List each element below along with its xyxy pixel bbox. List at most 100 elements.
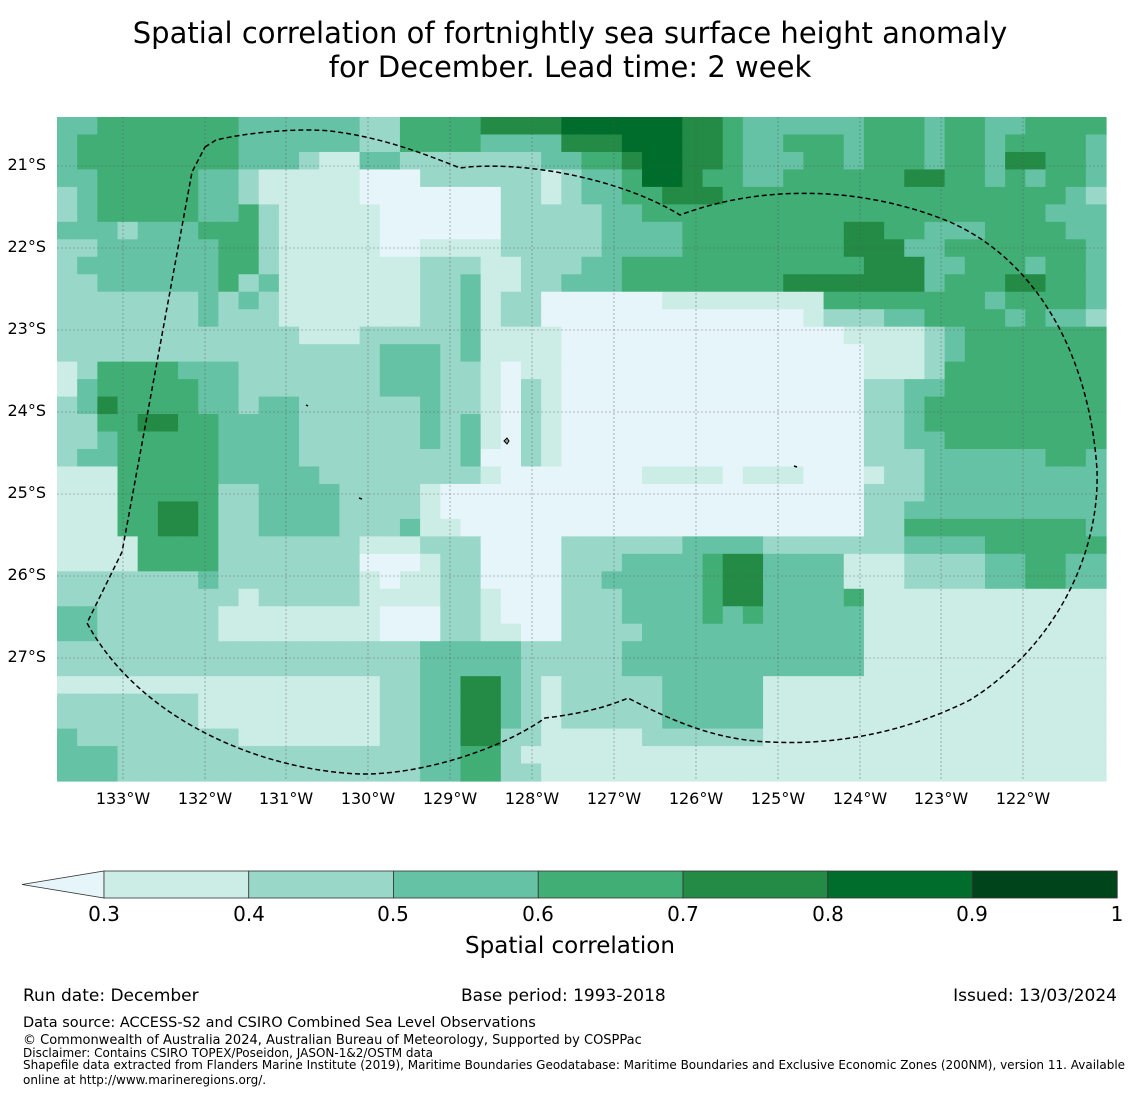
grid-cell: [884, 763, 905, 782]
grid-cell: [117, 588, 139, 607]
grid-cell: [77, 344, 98, 363]
grid-cell: [97, 676, 119, 695]
grid-cell: [763, 204, 784, 223]
grid-cell: [520, 431, 542, 450]
grid-cell: [763, 396, 784, 415]
grid-cell: [399, 239, 421, 258]
grid-cell: [339, 518, 361, 537]
grid-cell: [460, 746, 482, 765]
grid-cell: [1045, 693, 1067, 712]
grid-cell: [440, 466, 462, 485]
grid-cell: [1025, 151, 1047, 171]
grid-cell: [662, 711, 683, 730]
grid-cell: [763, 658, 784, 677]
grid-cell: [601, 361, 623, 380]
grid-cell: [924, 746, 946, 765]
grid-cell: [379, 641, 401, 660]
grid-cell: [460, 536, 482, 555]
grid-cell: [944, 256, 966, 275]
grid-cell: [742, 623, 764, 642]
grid-cell: [460, 309, 482, 328]
grid-cell: [702, 431, 724, 450]
grid-cell: [480, 763, 502, 782]
grid-cell: [1065, 344, 1087, 363]
grid-cell: [137, 291, 159, 310]
lat-label: 22°S: [7, 237, 46, 256]
lon-label: 129°W: [422, 789, 478, 808]
grid-cell: [763, 466, 784, 485]
grid-cell: [964, 361, 986, 380]
grid-cell: [742, 344, 764, 363]
grid-cell: [339, 763, 361, 782]
grid-cell: [682, 553, 704, 572]
grid-cell: [1005, 553, 1026, 572]
grid-cell: [218, 221, 240, 240]
grid-cell: [823, 449, 845, 468]
grid-cell: [420, 606, 441, 625]
grid-cell: [904, 256, 926, 275]
grid-cell: [984, 361, 1006, 380]
grid-cell: [763, 623, 784, 642]
grid-cell: [198, 501, 219, 520]
grid-cell: [500, 414, 522, 433]
grid-cell: [722, 449, 744, 468]
grid-cell: [1045, 728, 1067, 747]
grid-cell: [319, 483, 341, 503]
grid-cell: [218, 326, 240, 345]
grid-cell: [97, 291, 119, 310]
grid-cell: [218, 186, 240, 205]
grid-cell: [278, 536, 300, 555]
grid-cell: [77, 571, 98, 590]
grid-cell: [1045, 588, 1067, 607]
grid-cell: [218, 693, 240, 712]
grid-cell: [218, 379, 240, 398]
grid-cell: [541, 676, 562, 695]
grid-cell: [984, 483, 1006, 503]
grid-cell: [278, 134, 300, 153]
grid-cell: [1085, 256, 1107, 275]
grid-cell: [77, 117, 98, 136]
grid-cell: [379, 344, 401, 363]
grid-cell: [1085, 518, 1107, 537]
grid-cell: [843, 501, 865, 520]
grid-cell: [763, 151, 784, 171]
grid-cell: [440, 536, 462, 555]
grid-cell: [359, 501, 381, 520]
grid-cell: [984, 693, 1006, 712]
grid-cell: [379, 693, 401, 712]
grid-cell: [924, 449, 946, 468]
grid-cell: [379, 518, 401, 537]
grid-cell: [218, 711, 240, 730]
grid-cell: [77, 518, 98, 537]
grid-cell: [722, 379, 744, 398]
grid-cell: [884, 309, 905, 328]
grid-cell: [238, 204, 260, 223]
grid-cell: [1025, 606, 1047, 625]
grid-cell: [460, 483, 482, 503]
grid-cell: [823, 309, 845, 328]
grid-cell: [803, 186, 825, 205]
grid-cell: [97, 746, 119, 765]
grid-cell: [238, 571, 260, 590]
grid-cell: [944, 466, 966, 485]
grid-cell: [299, 606, 320, 625]
grid-cell: [137, 693, 159, 712]
grid-cell: [1025, 431, 1047, 450]
grid-cell: [1085, 746, 1107, 765]
grid-cell: [541, 658, 562, 677]
grid-cell: [420, 588, 441, 607]
grid-cell: [198, 309, 219, 328]
grid-cell: [964, 239, 986, 258]
grid-cell: [803, 518, 825, 537]
grid-cell: [884, 117, 905, 136]
grid-cell: [460, 117, 482, 136]
grid-cell: [198, 483, 219, 503]
grid-cell: [238, 623, 260, 642]
grid-cell: [884, 274, 905, 293]
grid-cell: [1065, 518, 1087, 537]
grid-cell: [520, 466, 542, 485]
grid-cell: [863, 256, 885, 275]
grid-cell: [884, 536, 905, 555]
grid-cell: [379, 204, 401, 223]
grid-cell: [339, 361, 361, 380]
